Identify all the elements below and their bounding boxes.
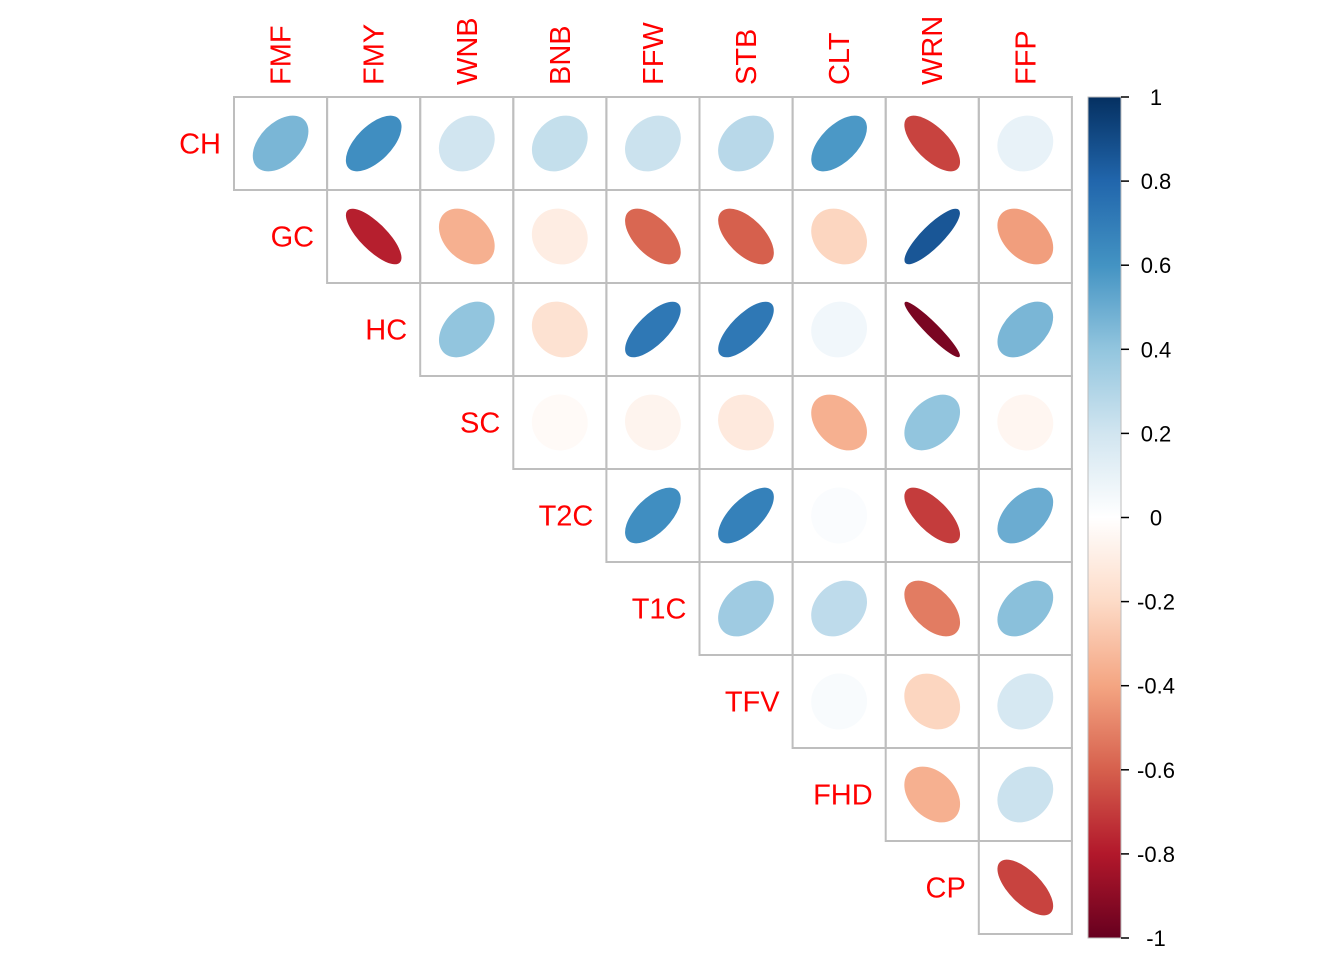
correlation-ellipse	[904, 115, 961, 172]
correlation-ellipse	[345, 115, 402, 172]
ellipse-matrix	[233, 96, 1073, 935]
correlation-ellipse	[997, 859, 1054, 916]
color-legend-tick-label: 0.6	[1141, 253, 1172, 278]
color-legend-tick-label: -0.2	[1137, 590, 1175, 615]
column-label: FMF	[266, 25, 298, 85]
correlation-ellipse	[904, 766, 961, 823]
correlation-ellipse	[438, 208, 495, 265]
color-legend-tick-label: 0.8	[1141, 169, 1172, 194]
row-label: SC	[460, 408, 500, 440]
color-legend-tick-label: 0.4	[1141, 337, 1172, 362]
correlation-ellipse	[904, 208, 960, 265]
row-label: FHD	[813, 780, 873, 812]
color-legend-tick-label: -0.6	[1137, 758, 1175, 783]
row-label: CP	[926, 873, 966, 905]
correlation-ellipse	[531, 301, 588, 358]
correlation-ellipse	[811, 580, 868, 637]
column-label: STB	[731, 29, 763, 85]
row-label: GC	[271, 222, 315, 254]
correlation-ellipse	[625, 301, 681, 358]
column-label: FFW	[638, 22, 670, 85]
correlation-ellipse	[252, 115, 309, 172]
correlation-ellipse	[438, 301, 495, 358]
correlation-ellipse	[904, 487, 961, 544]
correlation-ellipse	[718, 115, 774, 172]
row-labels: CH GC HC SC T2C T1C TFV FHD CP	[179, 129, 966, 905]
color-legend-tick-label: 0	[1150, 506, 1162, 531]
correlation-ellipse	[811, 301, 868, 358]
row-label: T2C	[539, 501, 594, 533]
correlation-ellipse	[718, 208, 774, 265]
correlation-ellipse	[904, 301, 960, 358]
color-legend-tick-label: -0.4	[1137, 674, 1175, 699]
color-legend-tick-label: 0.2	[1141, 421, 1172, 446]
column-labels: FMF FMY WNB BNB FFW STB CLT WRN FFP	[266, 16, 1043, 85]
column-label: WRN	[917, 16, 949, 85]
correlation-ellipse	[904, 580, 961, 637]
correlation-ellipse	[811, 394, 867, 451]
correlation-ellipse	[718, 580, 774, 637]
correlation-ellipse	[997, 394, 1054, 451]
correlation-ellipse	[811, 115, 867, 172]
correlation-ellipse	[625, 208, 681, 265]
correlation-ellipse	[997, 673, 1054, 730]
row-label: TFV	[725, 687, 780, 719]
correlation-ellipse	[811, 673, 868, 730]
column-label: CLT	[824, 32, 856, 85]
correlation-ellipse	[531, 394, 588, 451]
correlation-ellipse	[997, 301, 1054, 358]
color-legend: 1 0.8 0.6 0.4 0.2 0 -0.2 -0.4 -0.6 -0.8 -1	[1087, 85, 1175, 951]
correlation-ellipse	[997, 580, 1054, 637]
color-legend-bar	[1087, 96, 1122, 939]
correlation-ellipse	[904, 394, 961, 451]
column-label: BNB	[545, 25, 577, 85]
correlation-ellipse	[997, 115, 1054, 172]
correlation-ellipse	[531, 208, 588, 265]
row-label: T1C	[632, 594, 687, 626]
row-label: CH	[179, 129, 221, 161]
correlation-ellipse	[438, 115, 495, 172]
correlation-ellipse	[624, 394, 681, 451]
matrix-cell	[977, 840, 1073, 935]
column-label: FFP	[1010, 30, 1042, 85]
color-legend-tick-label: -0.8	[1137, 842, 1175, 867]
color-legend-tick-label: 1	[1150, 85, 1162, 110]
correlation-ellipse	[718, 394, 774, 451]
correlation-ellipse	[811, 208, 867, 265]
correlation-ellipse	[718, 301, 774, 358]
correlation-ellipse	[811, 487, 868, 544]
correlation-ellipse	[997, 766, 1054, 823]
column-label: WNB	[452, 17, 484, 85]
correlation-ellipse	[531, 115, 588, 172]
correlation-ellipse	[345, 208, 402, 265]
correlation-ellipse	[625, 487, 681, 544]
correlation-ellipse	[625, 115, 681, 172]
correlation-ellipse	[997, 487, 1054, 544]
color-legend-ticks: 1 0.8 0.6 0.4 0.2 0 -0.2 -0.4 -0.6 -0.8 -1	[1121, 85, 1175, 951]
row-label: HC	[365, 315, 407, 347]
correlation-ellipse	[718, 487, 774, 544]
color-legend-tick-label: -1	[1146, 926, 1166, 951]
correlation-ellipse	[997, 208, 1054, 265]
column-label: FMY	[359, 24, 391, 85]
correlation-ellipse	[904, 673, 961, 730]
